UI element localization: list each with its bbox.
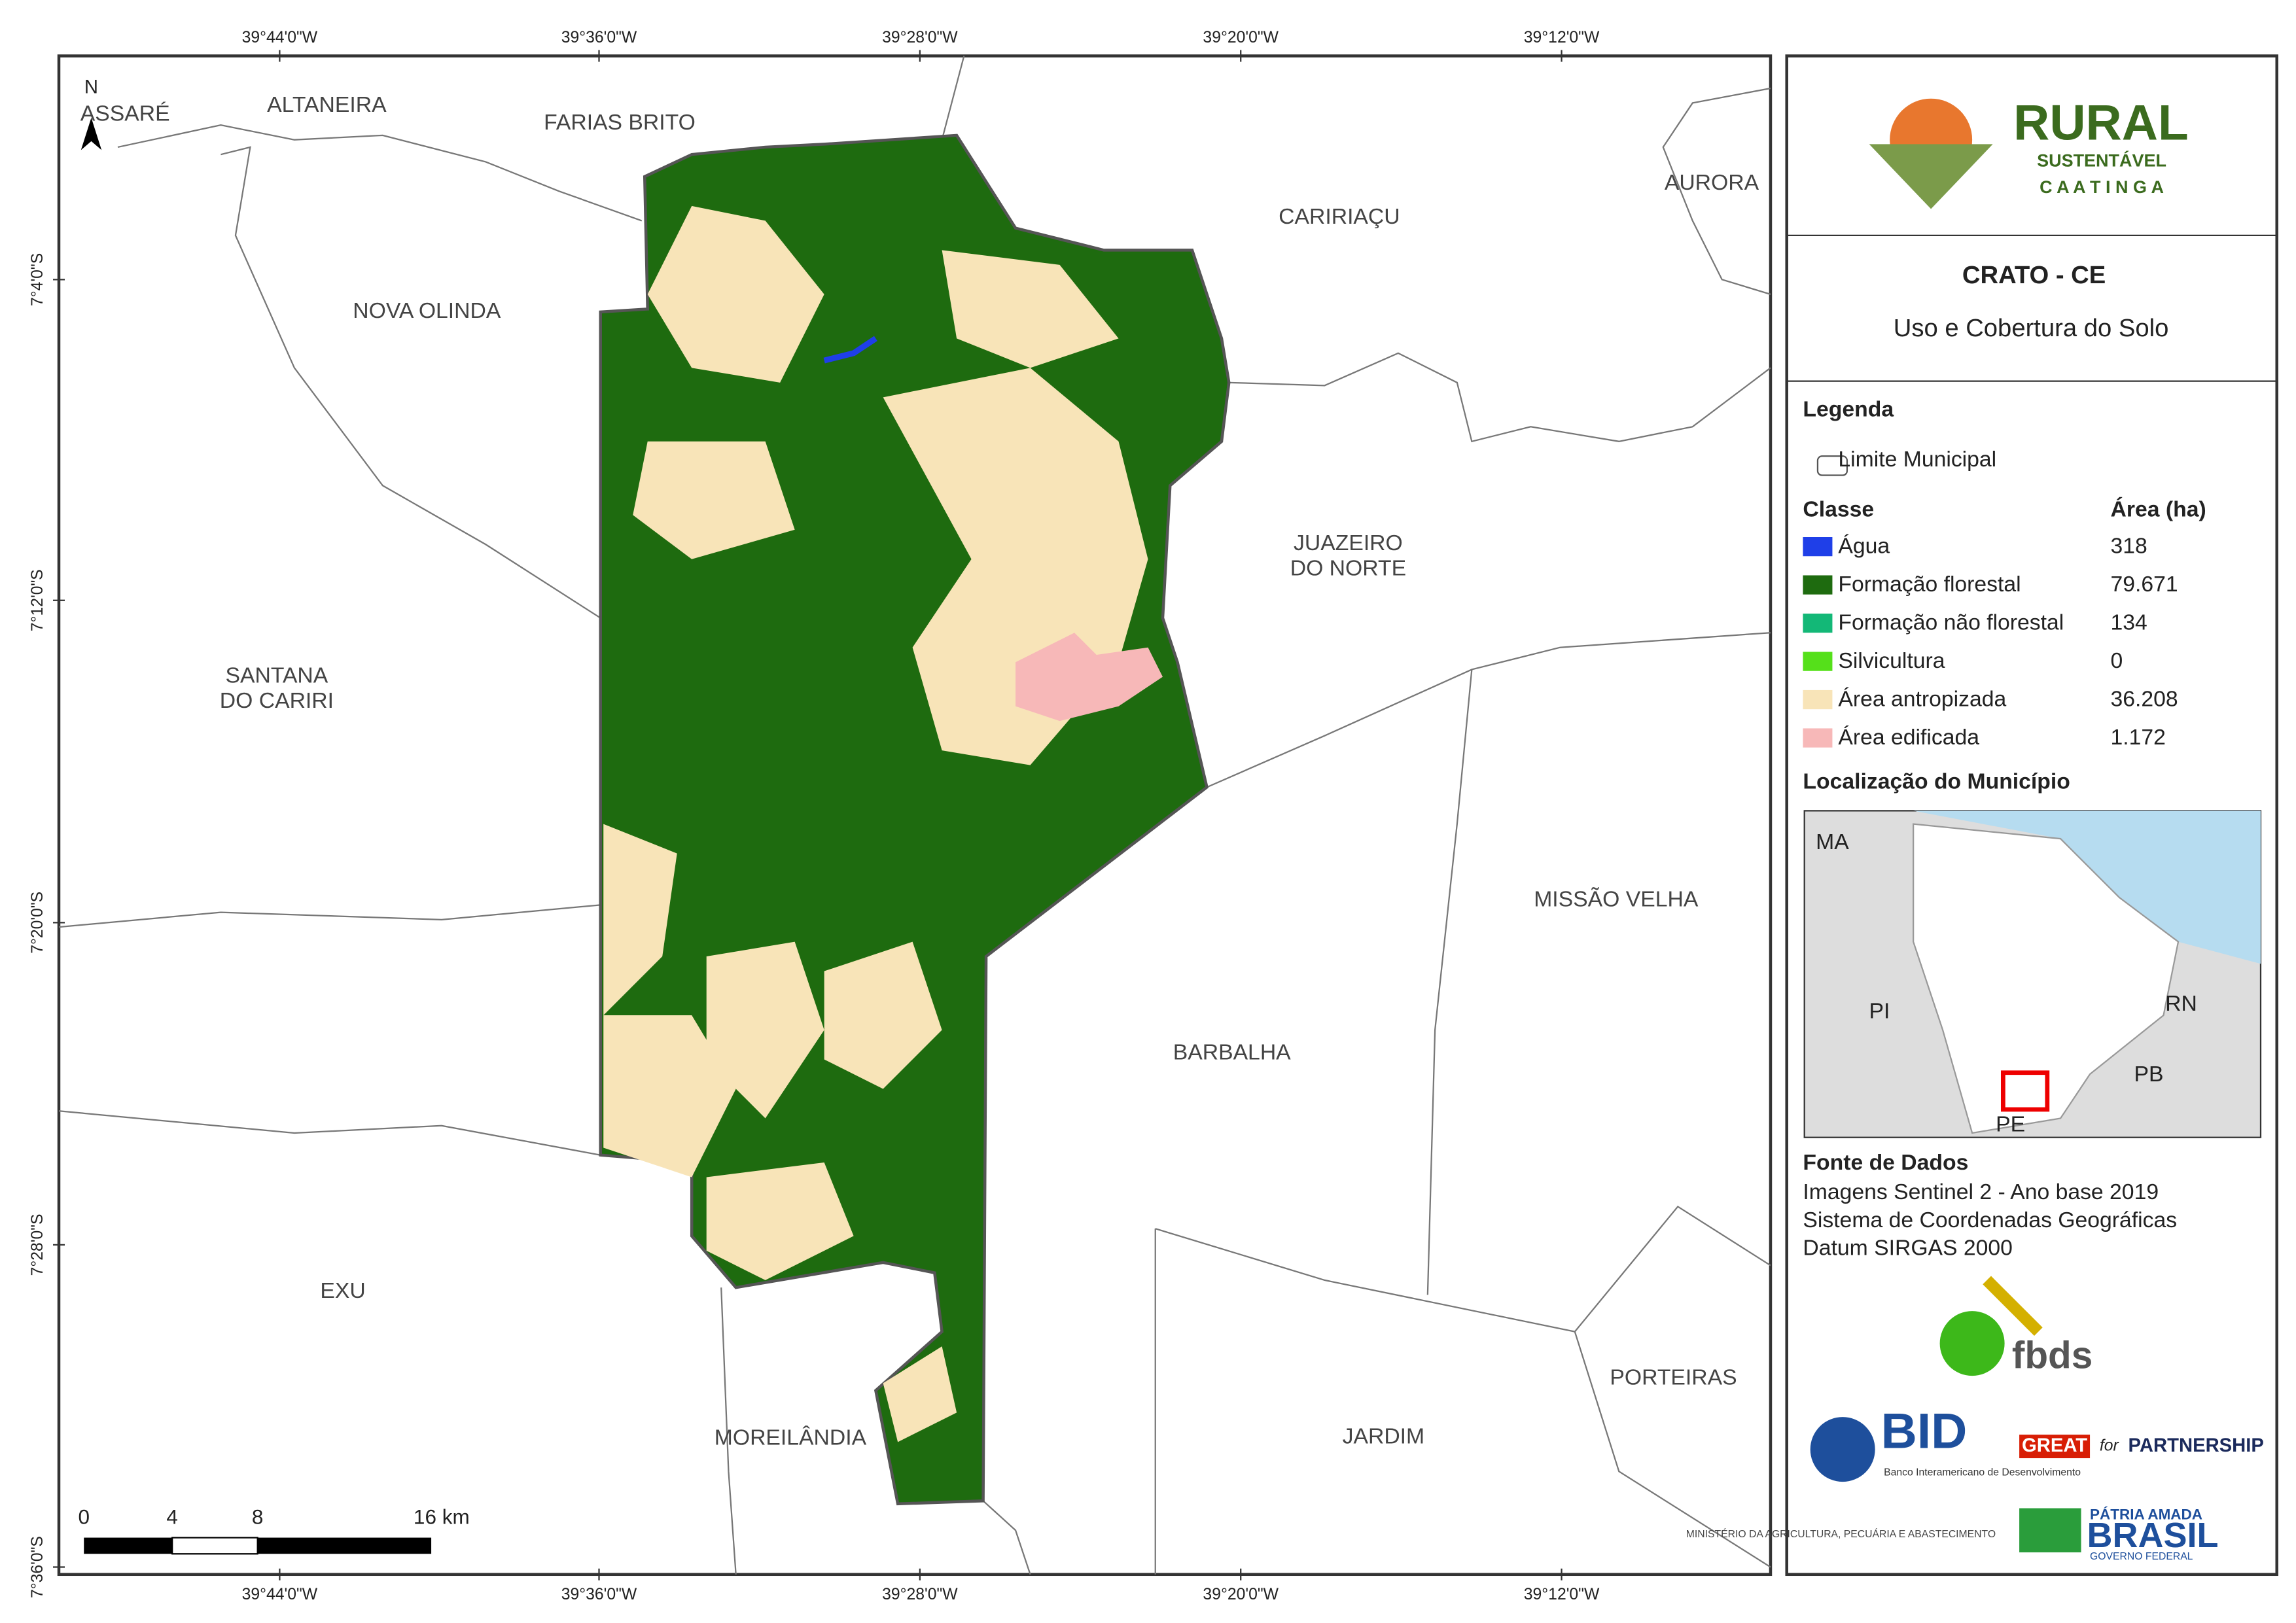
legend-swatch [1803, 613, 1833, 633]
place-label: AURORA [1665, 170, 1759, 195]
north-label: N [84, 77, 98, 98]
lat-label: 7°12'0"S [29, 569, 46, 631]
place-label: ASSARÉ [80, 101, 170, 126]
lon-label: 39°44'0"W [242, 1586, 318, 1603]
class-name: Formação não florestal [1838, 610, 2064, 635]
lon-label: 39°12'0"W [1524, 29, 1600, 46]
lat-label: 7°4'0"S [29, 253, 46, 306]
scale-label: 4 [166, 1505, 178, 1529]
class-name: Área edificada [1838, 725, 1979, 750]
legend-boundary: Limite Municipal [1838, 447, 1996, 472]
place-label: EXU [320, 1278, 365, 1303]
place-label: MOREILÂNDIA [715, 1425, 867, 1450]
lon-label: 39°28'0"W [882, 29, 958, 46]
legend-swatch [1803, 689, 1833, 710]
class-name: Formação florestal [1838, 572, 2021, 597]
place-label: NOVA OLINDA [353, 298, 501, 323]
place-label: SANTANA [226, 663, 328, 688]
class-name: Água [1838, 534, 1890, 559]
class-name: Área antropizada [1838, 687, 2006, 712]
panel-subtitle: Uso e Cobertura do Solo [1894, 314, 2169, 342]
crato-municipality [599, 133, 1231, 1506]
legend-swatch [1803, 537, 1833, 557]
logo-brasil: BRASIL [2087, 1516, 2219, 1555]
place-label: DO CARIRI [220, 688, 334, 713]
north-arrow [80, 117, 102, 150]
lat-label: 7°28'0"S [29, 1213, 46, 1276]
panel [1785, 54, 2278, 1577]
area-header: Área (ha) [2111, 497, 2206, 521]
lat-label: 7°20'0"S [29, 892, 46, 954]
logo-for: for [2100, 1437, 2120, 1455]
class-area: 1.172 [2111, 725, 2166, 750]
place-label: DO NORTE [1290, 555, 1406, 580]
legend-title: Legenda [1803, 396, 1894, 421]
place-label: JARDIM [1343, 1423, 1425, 1448]
lon-label: 39°12'0"W [1524, 1586, 1600, 1603]
place-label: BARBALHA [1173, 1039, 1291, 1064]
lon-label: 39°20'0"W [1203, 29, 1279, 46]
logo-ministry: MINISTÉRIO DA AGRICULTURA, PECUÁRIA E AB… [1686, 1527, 1996, 1540]
class-area: 134 [2111, 610, 2147, 635]
logo-bid: BID [1881, 1403, 1968, 1459]
scale-label: 0 [78, 1505, 90, 1529]
lon-label: 39°44'0"W [242, 29, 318, 46]
class-area: 318 [2111, 534, 2147, 559]
logo-partnership: PARTNERSHIP [2128, 1435, 2264, 1456]
logo-bid-name: Banco Interamericano de Desenvolvimento [1884, 1467, 2081, 1478]
scale-label: 16 km [414, 1505, 470, 1529]
class-area: 36.208 [2111, 687, 2178, 712]
logo-tagline: C A A T I N G A [2040, 177, 2164, 197]
panel-title: CRATO - CE [1962, 261, 2106, 289]
lon-label: 39°20'0"W [1203, 1586, 1279, 1603]
class-area: 79.671 [2111, 572, 2178, 597]
location-title: Localização do Município [1803, 769, 2070, 794]
class-name: Silvicultura [1838, 648, 1945, 673]
legend-swatch [1803, 652, 1833, 671]
state-label: MA [1816, 829, 1849, 854]
logo-subtitle: SUSTENTÁVEL [2037, 150, 2166, 171]
state-label: PI [1869, 998, 1890, 1023]
logo-fbds: fbds [2012, 1335, 2093, 1377]
scale-bar [84, 1537, 432, 1555]
lon-label: 39°36'0"W [561, 29, 637, 46]
place-label: JUAZEIRO [1294, 531, 1403, 555]
source-line: Datum SIRGAS 2000 [1803, 1236, 2012, 1261]
place-label: PORTEIRAS [1610, 1365, 1737, 1390]
state-label: RN [2165, 991, 2197, 1016]
lat-label: 7°36'0"S [29, 1536, 46, 1598]
place-label: ALTANEIRA [267, 92, 387, 117]
lon-label: 39°36'0"W [561, 1586, 637, 1603]
scale-label: 8 [252, 1505, 264, 1529]
state-label: PE [1996, 1112, 2025, 1137]
logo-patria: PÁTRIA AMADA [2090, 1507, 2202, 1523]
state-label: PB [2134, 1062, 2164, 1087]
logo-great: GREAT [2022, 1435, 2087, 1456]
logo-title: RURAL [2013, 96, 2189, 151]
source-line: Imagens Sentinel 2 - Ano base 2019 [1803, 1179, 2159, 1204]
place-label: MISSÃO VELHA [1534, 886, 1699, 911]
class-area: 0 [2111, 648, 2123, 673]
legend-swatch [1803, 728, 1833, 748]
place-label: CARIRIAÇU [1279, 204, 1400, 229]
place-label: FARIAS BRITO [544, 110, 696, 135]
lon-label: 39°28'0"W [882, 1586, 958, 1603]
source-line: Sistema de Coordenadas Geográficas [1803, 1208, 2177, 1232]
sources-title: Fonte de Dados [1803, 1150, 1968, 1175]
legend-swatch [1803, 575, 1833, 595]
class-header: Classe [1803, 497, 1874, 521]
logo-governo: GOVERNO FEDERAL [2090, 1551, 2193, 1562]
